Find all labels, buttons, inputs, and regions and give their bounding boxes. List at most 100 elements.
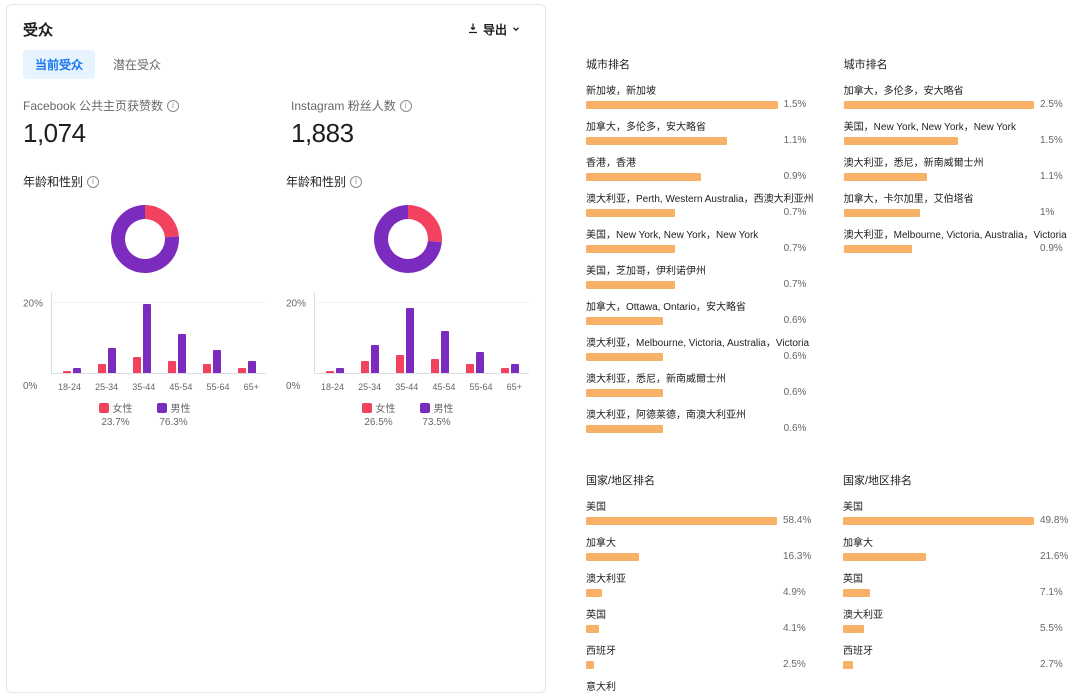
x-tick: 65+ — [507, 382, 522, 392]
legend-label: 女性 — [376, 400, 396, 415]
country-rank-left: 国家/地区排名 美国58.4%加拿大16.3%澳大利亚4.9%英国4.1%西班牙… — [586, 472, 813, 693]
x-tick: 35-44 — [395, 382, 418, 392]
rank-pct: 0.7% — [784, 207, 814, 218]
x-tick: 18-24 — [58, 382, 81, 392]
rank-bar — [843, 589, 1034, 597]
bar-male — [336, 368, 344, 373]
bar-group — [238, 292, 256, 373]
rank-label: 英国 — [843, 570, 1070, 585]
y-tick: 0% — [286, 381, 300, 392]
rank-item: 澳大利亚，Perth, Western Australia，西澳大利亚州0.7% — [586, 190, 814, 218]
tab-current-audience[interactable]: 当前受众 — [23, 50, 95, 79]
tab-potential-audience[interactable]: 潜在受众 — [101, 50, 173, 79]
donut-chart — [369, 200, 447, 278]
rank-item: 加拿大，卡尔加里，艾伯塔省1% — [844, 190, 1070, 218]
info-icon[interactable]: i — [350, 176, 362, 188]
rank-bar — [586, 625, 777, 633]
legend-female: 女性 23.7% — [99, 400, 133, 428]
legend-label: 男性 — [171, 400, 191, 415]
rank-bar — [586, 517, 777, 525]
chart-instagram-demographics: 年龄和性别 i 20% 0% 18-2425-3435-4445-5455-64… — [286, 173, 529, 428]
metric-facebook-likes: Facebook 公共主页获赞数 i 1,074 — [23, 97, 261, 149]
x-tick: 55-64 — [470, 382, 493, 392]
rank-bar — [586, 353, 778, 361]
rank-title: 国家/地区排名 — [843, 472, 1070, 488]
legend-pct: 73.5% — [422, 417, 450, 428]
rank-bar — [843, 625, 1034, 633]
bar-female — [168, 361, 176, 373]
rank-pct: 0.6% — [784, 423, 814, 434]
rank-pct: 1.5% — [784, 99, 814, 110]
rank-label: 英国 — [586, 606, 813, 621]
rank-label: 加拿大，卡尔加里，艾伯塔省 — [844, 190, 1070, 205]
rank-bar — [844, 101, 1034, 109]
bar-male — [406, 308, 414, 373]
bar-group — [168, 292, 186, 373]
bar-male — [73, 368, 81, 373]
rank-item: 澳大利亚，Melbourne, Victoria, Australia，Vict… — [586, 334, 814, 362]
x-tick: 45-54 — [432, 382, 455, 392]
bar-group — [361, 292, 379, 373]
bar-group — [466, 292, 484, 373]
x-tick: 25-34 — [358, 382, 381, 392]
country-rank-right: 国家/地区排名 美国49.8%加拿大21.6%英国7.1%澳大利亚5.5%西班牙… — [843, 472, 1070, 693]
metric-label: Instagram 粉丝人数 — [291, 97, 396, 114]
bar-female — [431, 359, 439, 373]
bar-group — [396, 292, 414, 373]
x-tick: 55-64 — [207, 382, 230, 392]
chart-title: 年龄和性别 — [23, 173, 83, 190]
rank-title: 城市排名 — [844, 56, 1070, 72]
rank-label: 澳大利亚，Melbourne, Victoria, Australia，Vict… — [586, 334, 814, 349]
rank-pct: 4.9% — [783, 587, 813, 598]
rank-bar — [843, 661, 1034, 669]
panel-title: 受众 — [23, 19, 53, 40]
rank-bar — [843, 553, 1034, 561]
rank-pct: 2.5% — [783, 659, 813, 670]
rank-label: 西班牙 — [586, 642, 813, 657]
metric-value: 1,883 — [291, 118, 529, 149]
y-tick: 0% — [23, 381, 37, 392]
swatch-icon — [362, 403, 372, 413]
x-tick: 65+ — [244, 382, 259, 392]
rank-label: 加拿大，多伦多，安大略省 — [844, 82, 1070, 97]
info-icon[interactable]: i — [167, 100, 179, 112]
legend-pct: 76.3% — [159, 417, 187, 428]
rank-pct: 0.6% — [784, 387, 814, 398]
audience-panel: 受众 导出 当前受众 潜在受众 Facebook 公共主页获赞数 i — [6, 4, 546, 693]
rank-label: 澳大利亚，阿德莱德，南澳大利亚州 — [586, 406, 814, 421]
rank-pct: 0.7% — [784, 279, 814, 290]
bar-female — [326, 371, 334, 373]
rank-pct: 7.1% — [1040, 587, 1070, 598]
rank-pct: 1.5% — [1040, 135, 1070, 146]
bar-male — [511, 364, 519, 373]
chart-facebook-demographics: 年龄和性别 i 20% 0% 18-2425-3435-4445-5455-64… — [23, 173, 266, 428]
x-tick: 45-54 — [169, 382, 192, 392]
info-icon[interactable]: i — [400, 100, 412, 112]
bar-male — [143, 304, 151, 373]
download-icon — [467, 22, 479, 37]
rank-item: 新加坡，新加坡1.5% — [586, 82, 814, 110]
rank-item: 澳大利亚，悉尼，新南威爾士州1.1% — [844, 154, 1070, 182]
rank-label: 澳大利亚，Melbourne, Victoria, Australia，Vict… — [844, 226, 1070, 241]
rank-bar — [844, 209, 1034, 217]
bar-male — [371, 345, 379, 373]
rank-bar — [844, 173, 1034, 181]
legend-label: 女性 — [113, 400, 133, 415]
rank-item: 西班牙2.7% — [843, 642, 1070, 670]
bar-female — [361, 361, 369, 373]
rank-item: 美国58.4% — [586, 498, 813, 526]
rank-item: 美国49.8% — [843, 498, 1070, 526]
legend-pct: 26.5% — [364, 417, 392, 428]
audience-tabs: 当前受众 潜在受众 — [23, 50, 529, 79]
bar-female — [203, 364, 211, 373]
city-rank-left: 城市排名 新加坡，新加坡1.5%加拿大，多伦多，安大略省1.1%香港，香港0.9… — [586, 56, 814, 442]
export-button[interactable]: 导出 — [459, 17, 529, 42]
rank-title: 城市排名 — [586, 56, 814, 72]
bar-male — [108, 348, 116, 373]
bar-group — [431, 292, 449, 373]
info-icon[interactable]: i — [87, 176, 99, 188]
bar-female — [396, 355, 404, 374]
rank-bar — [586, 281, 778, 289]
rank-pct: 0.7% — [784, 243, 814, 254]
chevron-down-icon — [511, 23, 521, 37]
